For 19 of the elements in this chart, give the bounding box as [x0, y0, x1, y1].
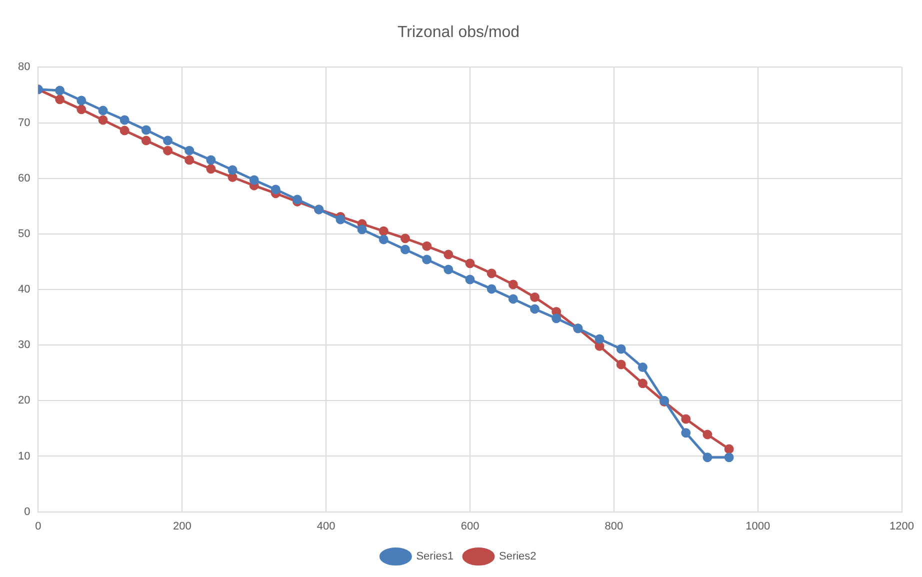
x-tick-label: 1000: [746, 520, 770, 532]
y-tick-label: 40: [18, 284, 30, 296]
legend-label: Series1: [416, 550, 454, 563]
y-tick-label: 60: [18, 172, 30, 184]
x-tick-label: 800: [604, 520, 624, 532]
chart-title: Trizonal obs/mod: [397, 24, 520, 42]
y-tick-label: 30: [18, 339, 30, 352]
x-tick-label: 600: [460, 520, 480, 532]
y-tick-label: 20: [18, 394, 30, 407]
y-tick-label: 70: [18, 116, 30, 129]
x-tick-label: 400: [316, 520, 336, 532]
y-tick-label: 80: [18, 61, 30, 74]
x-tick-label: 1200: [890, 520, 914, 532]
x-tick-label: 0: [35, 520, 42, 532]
y-tick-label: 10: [18, 450, 30, 462]
y-tick-label: 50: [18, 228, 30, 240]
y-tick-label: 0: [24, 506, 30, 518]
x-tick-label: 200: [172, 520, 192, 532]
legend-label: Series2: [499, 550, 536, 563]
